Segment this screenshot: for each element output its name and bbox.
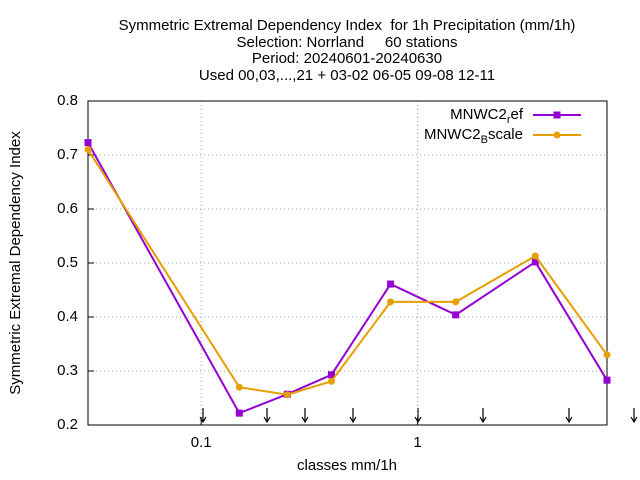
legend-marker	[553, 131, 561, 139]
series-line	[87, 149, 608, 396]
arrows	[199, 408, 638, 424]
y-tick-label: 0.7	[57, 146, 78, 163]
point	[84, 139, 92, 147]
point	[84, 146, 92, 154]
point	[452, 298, 460, 306]
point	[235, 383, 243, 391]
chart-title: Selection: Norrland 60 stations	[237, 34, 458, 51]
y-axis-label: Symmetric Extremal Dependency Index	[7, 131, 24, 395]
y-tick-label: 0.5	[57, 254, 78, 271]
legend-label: MNWC2ref	[450, 106, 524, 126]
point	[603, 376, 611, 384]
point	[603, 351, 611, 359]
legend-label: MNWC2Bscale	[424, 126, 523, 146]
point	[387, 298, 395, 306]
series-line	[87, 142, 608, 415]
point	[452, 311, 460, 319]
y-tick-label: 0.6	[57, 200, 78, 217]
point	[327, 371, 335, 379]
point	[387, 280, 395, 288]
chart-title: Period: 20240601-20240630	[252, 50, 442, 67]
chart-title: Used 00,03,...,21 + 03-02 06-05 09-08 12…	[199, 67, 495, 84]
point	[531, 258, 539, 266]
x-axis-label: classes mm/1h	[297, 457, 397, 474]
point	[235, 409, 243, 417]
y-tick-label: 0.3	[57, 362, 78, 379]
chart-title: Symmetric Extremal Dependency Index for …	[119, 17, 576, 34]
legend-marker	[553, 111, 561, 119]
point	[531, 252, 539, 260]
y-tick-label: 0.4	[57, 308, 78, 325]
y-tick-label: 0.2	[57, 416, 78, 433]
point	[327, 377, 335, 385]
point	[283, 391, 291, 399]
x-tick-label: 0.1	[191, 434, 212, 451]
plot-frame	[87, 100, 608, 426]
x-tick-label: 1	[413, 434, 421, 451]
y-tick-label: 0.8	[57, 92, 78, 109]
